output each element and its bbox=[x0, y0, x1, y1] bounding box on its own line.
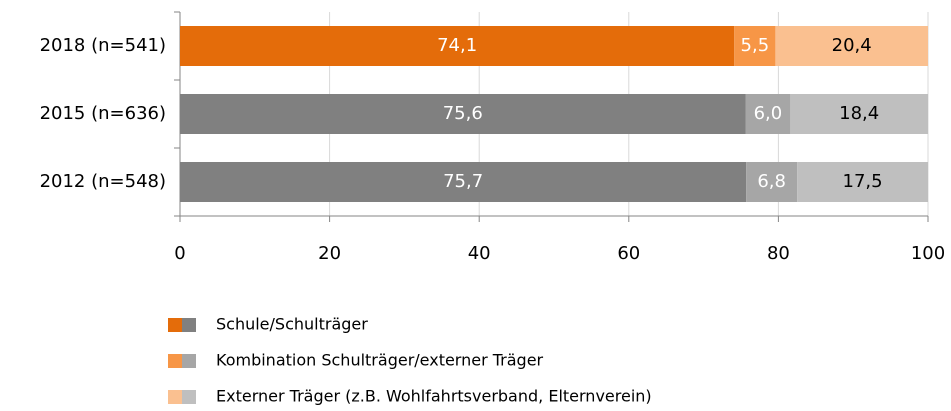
x-tick-label: 40 bbox=[468, 243, 491, 264]
bar-segment bbox=[745, 94, 791, 134]
value-label: 18,4 bbox=[839, 103, 879, 124]
bar-segment bbox=[775, 26, 928, 66]
legend-swatch bbox=[182, 390, 196, 404]
x-tick-label: 80 bbox=[767, 243, 790, 264]
legend-swatch bbox=[168, 318, 182, 332]
bar-segment bbox=[734, 26, 776, 66]
x-tick-label: 100 bbox=[911, 243, 945, 264]
legend-label: Schule/Schulträger bbox=[216, 315, 368, 334]
bar-segment bbox=[790, 94, 928, 134]
value-label: 6,0 bbox=[754, 103, 783, 124]
bar-segment bbox=[180, 94, 746, 134]
x-tick-label: 0 bbox=[174, 243, 185, 264]
value-label: 20,4 bbox=[832, 35, 872, 56]
bar-segment bbox=[180, 26, 735, 66]
legend-swatch bbox=[168, 390, 182, 404]
bar-segment bbox=[797, 162, 928, 202]
legend-swatch bbox=[182, 318, 196, 332]
value-label: 6,8 bbox=[757, 171, 786, 192]
legend-label: Kombination Schulträger/externer Träger bbox=[216, 351, 544, 370]
y-tick-label: 2012 (n=548) bbox=[40, 171, 166, 192]
legend-swatch bbox=[182, 354, 196, 368]
value-label: 74,1 bbox=[437, 35, 477, 56]
legend-label: Externer Träger (z.B. Wohlfahrtsverband,… bbox=[216, 387, 652, 406]
legend-swatch bbox=[168, 354, 182, 368]
value-label: 75,6 bbox=[443, 103, 483, 124]
y-tick-label: 2018 (n=541) bbox=[40, 35, 166, 56]
y-tick-label: 2015 (n=636) bbox=[40, 103, 166, 124]
value-label: 75,7 bbox=[443, 171, 483, 192]
x-tick-label: 20 bbox=[318, 243, 341, 264]
value-label: 17,5 bbox=[843, 171, 883, 192]
bar-segment bbox=[746, 162, 798, 202]
bar-segment bbox=[180, 162, 747, 202]
x-tick-label: 60 bbox=[617, 243, 640, 264]
value-label: 5,5 bbox=[741, 35, 770, 56]
